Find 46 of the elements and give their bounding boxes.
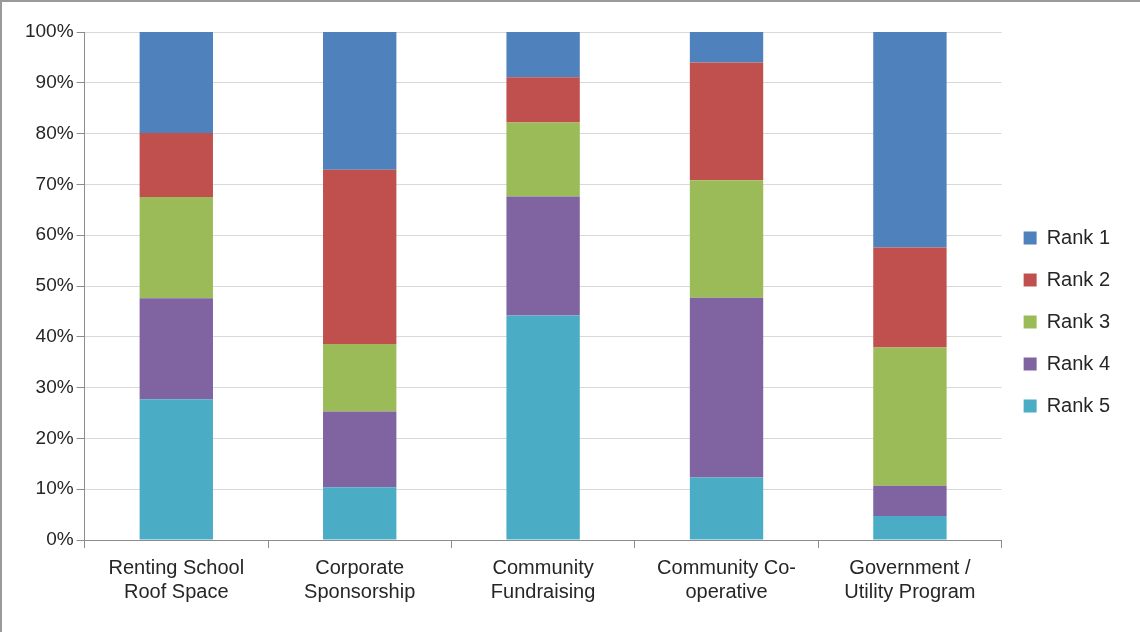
x-tick-label: Renting School Roof Space [108, 555, 245, 602]
bar [506, 122, 580, 197]
bar [689, 32, 764, 63]
legend-label: Rank 2 [1046, 267, 1111, 290]
bar [139, 399, 213, 540]
y-tick-label: 10% [35, 477, 74, 499]
legend-label: Rank 1 [1046, 225, 1111, 248]
x-tick-label: Government / Utility Program [844, 555, 976, 602]
y-tick-label: 90% [35, 71, 74, 93]
bar [139, 298, 213, 400]
bar [506, 315, 580, 540]
bar [323, 32, 397, 170]
bar [139, 32, 213, 134]
bar [323, 169, 397, 344]
y-tick-label: 80% [35, 121, 74, 143]
bar [506, 77, 580, 123]
y-tick-label: 70% [35, 172, 74, 194]
bar [873, 485, 947, 517]
bar [873, 516, 947, 540]
bar [323, 487, 397, 540]
bar [506, 196, 580, 316]
x-tick-label: Community Fundraising [490, 555, 596, 602]
bar [873, 247, 947, 348]
bar [323, 343, 397, 412]
y-tick-label: 50% [35, 274, 74, 296]
bar [689, 297, 764, 478]
bar [873, 347, 947, 486]
bar [139, 133, 213, 198]
y-tick-label: 40% [35, 325, 74, 347]
y-tick-label: 100% [24, 20, 74, 42]
bar [139, 197, 213, 299]
bar [689, 477, 764, 540]
y-tick-label: 20% [35, 426, 74, 448]
legend-label: Rank 3 [1046, 309, 1111, 332]
y-tick-label: 60% [35, 223, 74, 245]
bar [323, 411, 397, 488]
x-tick-label: Community Co-operative [657, 555, 796, 602]
bar [873, 32, 947, 248]
x-tick-label: Corporate Sponsorship [304, 555, 416, 602]
legend-label: Rank 4 [1046, 351, 1111, 374]
legend-label: Rank 5 [1046, 393, 1111, 416]
y-tick-label: 0% [46, 528, 74, 550]
bar [506, 32, 580, 78]
y-tick-label: 30% [35, 375, 74, 397]
bar [689, 62, 764, 181]
bar [689, 180, 764, 298]
